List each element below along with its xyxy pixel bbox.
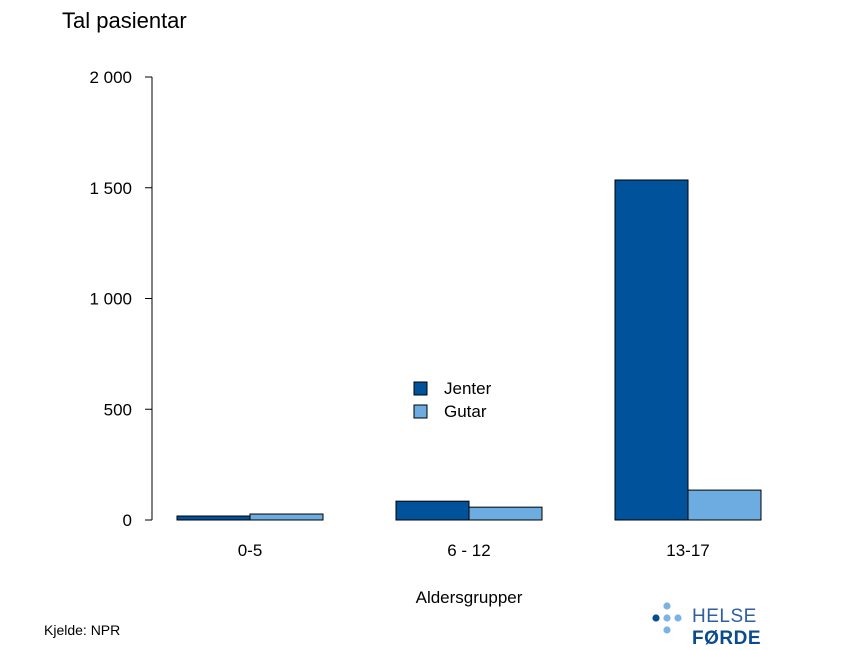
x-tick-label: 0-5 [238,541,263,560]
bar-gutar-0 [249,513,324,521]
legend-swatch-gutar [413,404,428,419]
dots-cross-icon [652,602,682,634]
x-tick-label: 13-17 [666,541,709,560]
legend-label-jenter: Jenter [444,379,492,398]
legend-swatch-jenter [413,381,428,396]
x-axis-title: Aldersgrupper [416,588,523,607]
y-tick-label: 1 000 [89,290,132,309]
bar-jenter-0 [176,515,251,521]
bar-jenter-1 [395,500,470,521]
source-note: Kjelde: NPR [44,622,121,638]
helse-forde-logo: HELSE FØRDE [650,600,830,649]
x-tick-label: 6 - 12 [447,541,490,560]
legend-label-gutar: Gutar [444,402,487,421]
bar-gutar-1 [468,506,543,521]
y-tick-label: 2 000 [89,68,132,87]
logo-word-forde: FØRDE [692,628,761,649]
y-tick-label: 1 500 [89,179,132,198]
y-tick-label: 0 [123,511,132,530]
bar-jenter-2 [614,179,689,521]
logo-word-helse: HELSE [692,606,757,627]
bar-gutar-2 [687,489,762,521]
y-tick-label: 500 [104,400,132,419]
page-title: Tal pasientar [62,8,187,33]
